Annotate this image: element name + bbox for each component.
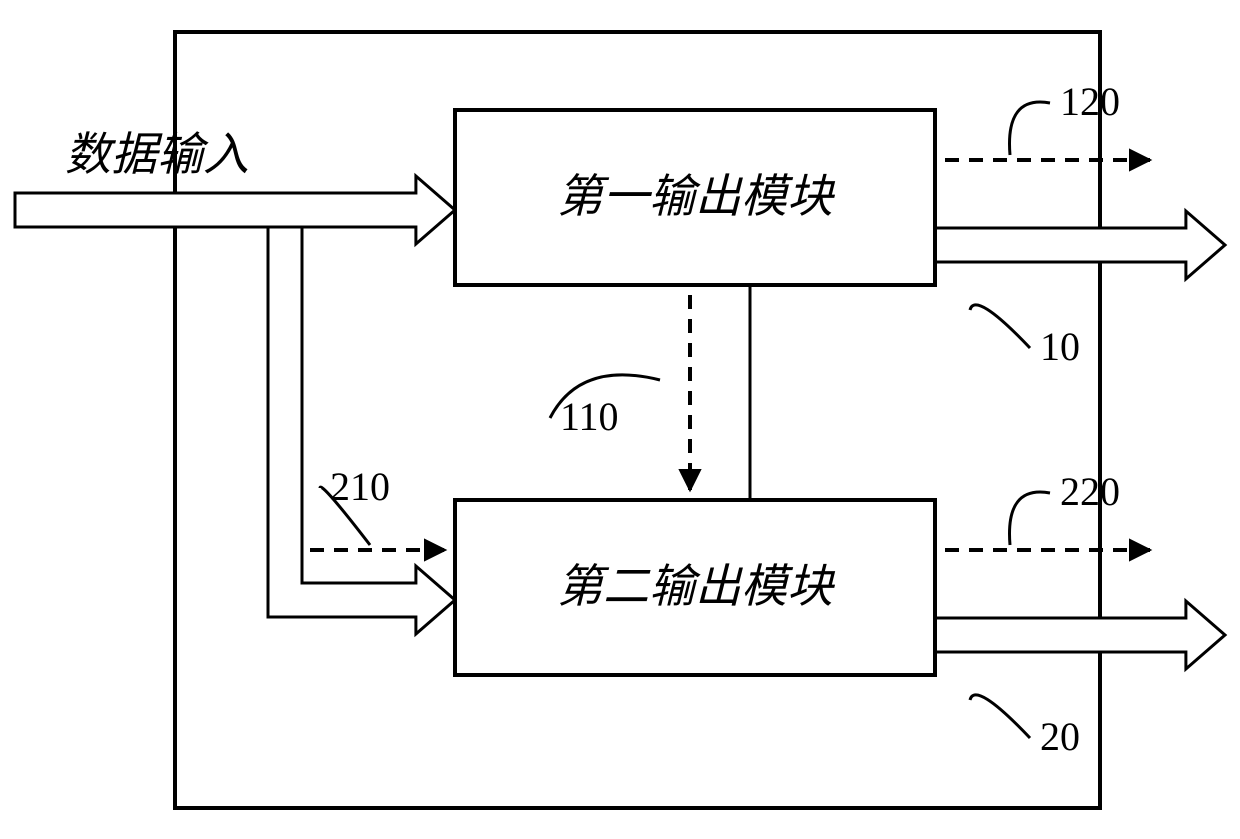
leader-20 — [970, 695, 1030, 738]
ref-110: 110 — [560, 394, 619, 439]
leader-10 — [970, 305, 1030, 348]
second-output-module-label: 第二输出模块 — [557, 561, 836, 612]
branch-arrow — [268, 227, 455, 634]
ref-210: 210 — [330, 464, 390, 509]
output-arrow-1 — [935, 211, 1225, 279]
ref-220: 220 — [1060, 469, 1120, 514]
ref-120: 120 — [1060, 79, 1120, 124]
leader-120 — [1010, 102, 1051, 155]
leader-220 — [1010, 492, 1051, 545]
input-arrow — [15, 176, 455, 244]
ref-20: 20 — [1040, 714, 1080, 759]
output-arrow-2 — [935, 601, 1225, 669]
ref-10: 10 — [1040, 324, 1080, 369]
data-input-label: 数据输入 — [65, 129, 249, 180]
first-output-module-label: 第一输出模块 — [557, 171, 836, 222]
